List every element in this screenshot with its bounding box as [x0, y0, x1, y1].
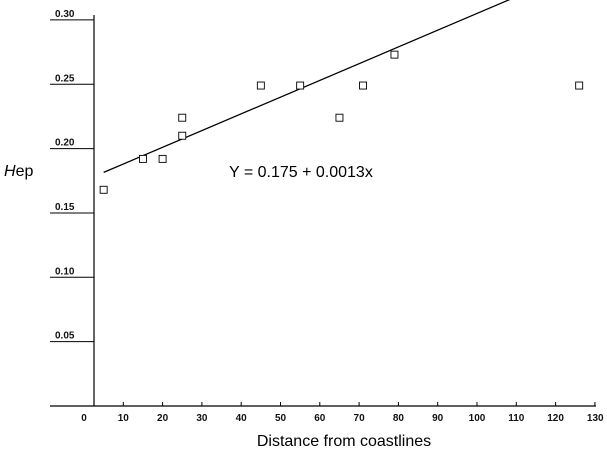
data-point [256, 81, 265, 90]
data-points [99, 50, 584, 194]
y-tick-label: 0.05 [55, 331, 75, 342]
x-axis-label: Distance from coastlines [257, 433, 431, 450]
x-tick-label: 50 [275, 413, 287, 424]
x-tick-label: 110 [508, 413, 525, 424]
x-tick-label: 60 [314, 413, 326, 424]
axes [50, 15, 596, 407]
x-tick-label: 0 [81, 413, 87, 424]
x-tick-label: 70 [354, 413, 366, 424]
y-tick-label: 0.30 [55, 9, 75, 20]
data-point [138, 154, 147, 163]
x-tick-label: 30 [196, 413, 208, 424]
x-tick-label: 10 [118, 413, 130, 424]
x-tick-label: 90 [432, 413, 444, 424]
data-point [390, 50, 399, 59]
x-tick-label: 100 [469, 413, 486, 424]
x-tick-label: 20 [157, 413, 169, 424]
regression-line [103, 0, 511, 174]
data-point [575, 81, 584, 90]
data-point [158, 154, 167, 163]
data-point [296, 81, 305, 90]
y-axis-label: Hep [4, 163, 33, 180]
x-tick-label: 80 [393, 413, 405, 424]
y-tick-label: 0.20 [55, 138, 75, 149]
y-ticks: 0.05 0.10 0.15 0.20 0.25 0.30 [50, 9, 94, 343]
y-tick-label: 0.15 [55, 202, 75, 213]
data-point [359, 81, 367, 90]
data-point [178, 131, 187, 140]
regression-equation: Y = 0.175 + 0.0013x [229, 164, 373, 181]
x-tick-label: 130 km [587, 413, 607, 424]
data-point [99, 185, 108, 194]
x-tick-label: 120 [547, 413, 564, 424]
x-ticks: 0 10 20 30 40 50 60 70 80 90 100 110 120 130 km [81, 402, 607, 424]
data-point [335, 113, 344, 122]
x-tick-label: 40 [236, 413, 248, 424]
y-tick-label: 0.10 [55, 266, 75, 277]
y-tick-label: 0.25 [55, 73, 75, 84]
data-point [178, 113, 187, 122]
